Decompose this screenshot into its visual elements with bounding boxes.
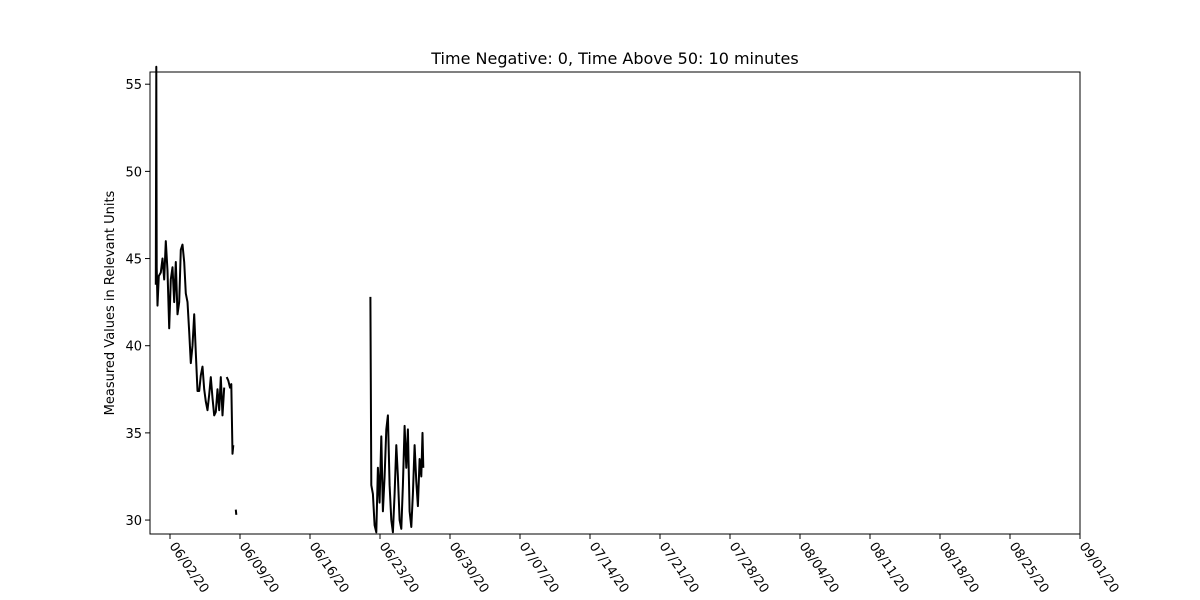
y-axis: 30 35 40 45 50 55 [125, 78, 150, 529]
y-tick-label: 30 [125, 514, 142, 529]
y-tick-label: 45 [125, 253, 142, 268]
x-tick-label: 07/14/20 [586, 540, 632, 596]
x-tick-label: 06/23/20 [376, 540, 422, 596]
plot-lines [154, 65, 425, 534]
x-tick-label: 06/09/20 [236, 540, 282, 596]
x-tick-label: 08/11/20 [866, 540, 912, 596]
x-tick-label: 06/02/20 [166, 540, 212, 596]
x-tick-label: 06/30/20 [446, 540, 492, 596]
series-line-segment-4 [369, 296, 425, 534]
y-axis-label: Measured Values in Relevant Units [103, 190, 118, 415]
x-tick-label: 06/16/20 [306, 540, 352, 596]
x-axis: 06/02/20 06/09/20 06/16/20 06/23/20 06/30/20… [166, 534, 1122, 596]
x-tick-label: 07/28/20 [726, 540, 772, 596]
series-line-segment-1 [154, 65, 226, 417]
x-tick-label: 08/25/20 [1006, 540, 1052, 596]
x-tick-label: 07/21/20 [656, 540, 702, 596]
x-tick-label: 08/18/20 [936, 540, 982, 596]
x-tick-label: 08/04/20 [796, 540, 842, 596]
y-tick-label: 55 [125, 78, 142, 93]
y-tick-label: 40 [125, 340, 142, 355]
x-tick-label: 07/07/20 [516, 540, 562, 596]
y-tick-label: 50 [125, 165, 142, 180]
x-tick-label: 09/01/20 [1076, 540, 1122, 596]
series-line-segment-2 [225, 376, 235, 455]
chart-title: Time Negative: 0, Time Above 50: 10 minu… [430, 49, 798, 68]
series-line-segment-3 [234, 509, 238, 515]
plot-frame [149, 71, 1081, 535]
y-tick-label: 35 [125, 427, 142, 442]
